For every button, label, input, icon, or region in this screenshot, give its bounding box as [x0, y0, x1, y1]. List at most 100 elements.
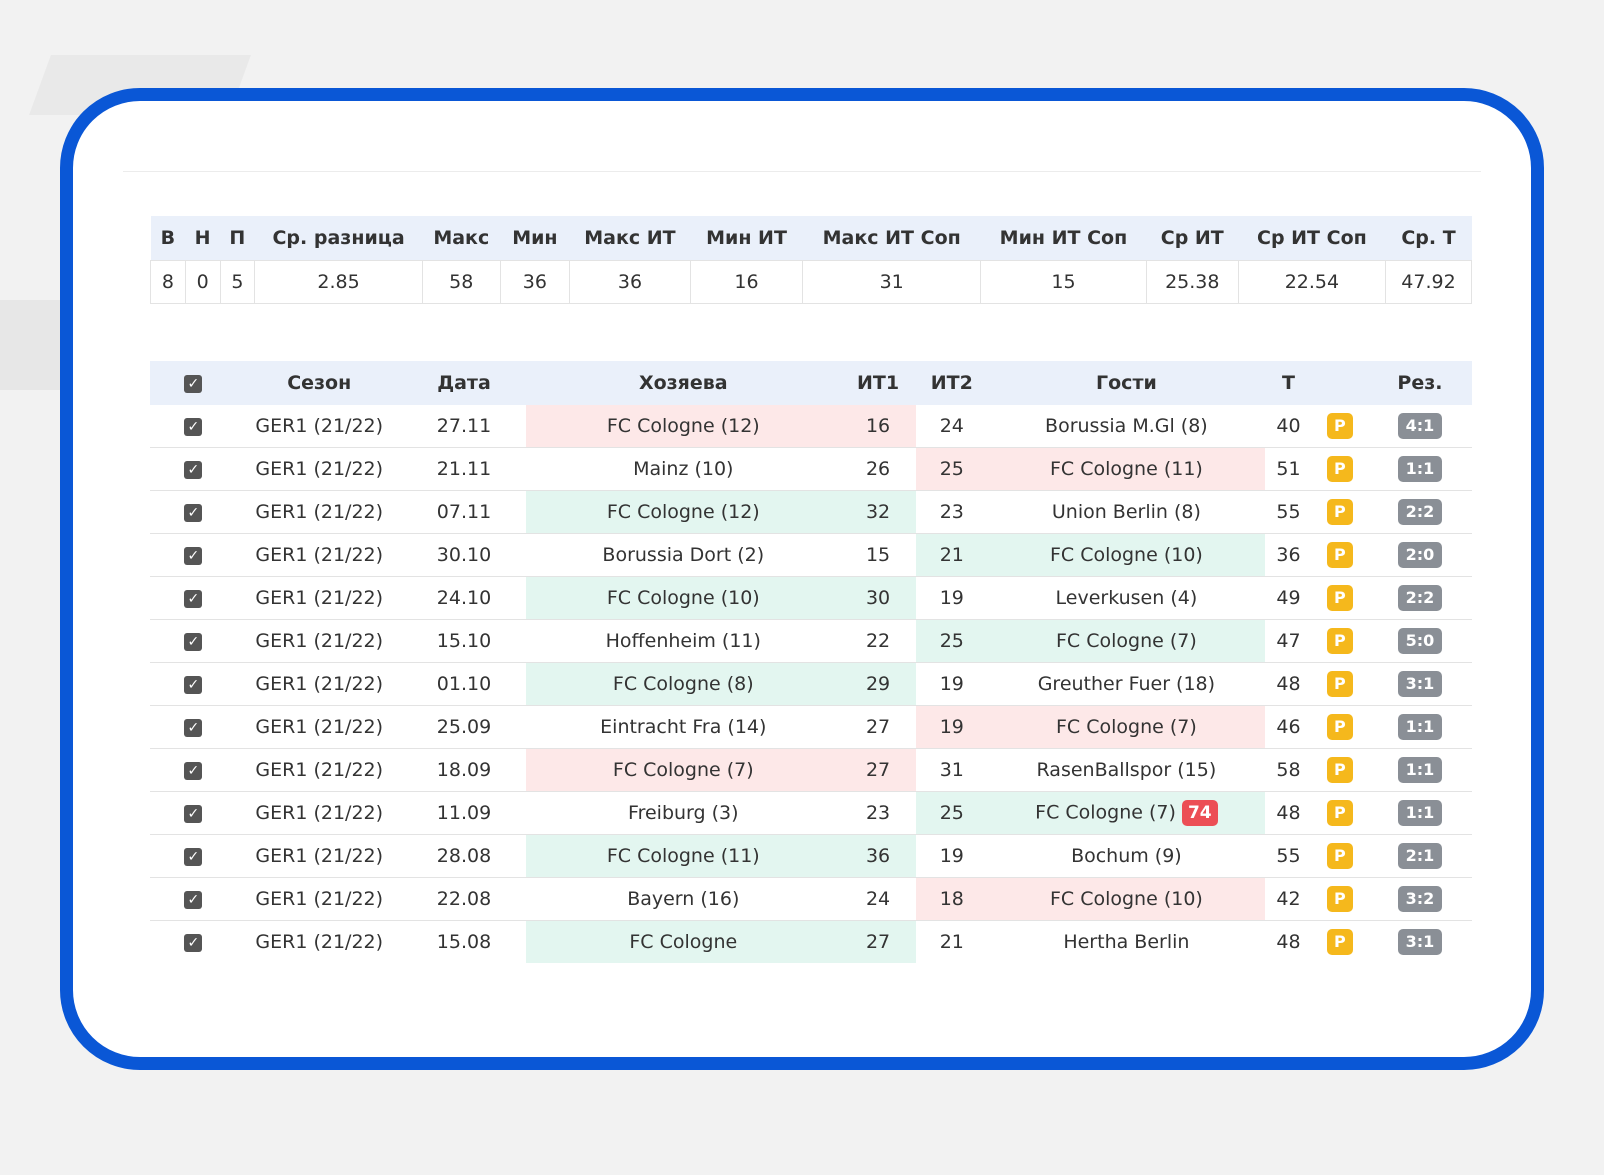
table-row[interactable]: ✓ GER1 (21/22) 27.11 FC Cologne (12) 16 24 Bor… — [150, 405, 1472, 448]
checkbox-checked-icon[interactable]: ✓ — [184, 718, 203, 737]
p-badge[interactable]: P — [1326, 628, 1353, 654]
result-cell: 1:1 — [1367, 705, 1472, 749]
p-cell: P — [1311, 791, 1368, 835]
it1-cell: 23 — [840, 791, 916, 835]
row-checkbox[interactable]: ✓ — [150, 533, 237, 577]
checkbox-checked-icon[interactable]: ✓ — [184, 460, 203, 479]
checkbox-checked-icon[interactable]: ✓ — [184, 546, 203, 565]
result-cell: 2:1 — [1367, 834, 1472, 878]
select-all-checkbox[interactable]: ✓ — [150, 361, 237, 405]
column-header-season[interactable]: Сезон — [236, 361, 402, 405]
total-cell: 55 — [1265, 834, 1312, 878]
column-header-away[interactable]: Гости — [987, 361, 1265, 405]
result-badge[interactable]: 2:2 — [1397, 585, 1442, 611]
row-checkbox[interactable]: ✓ — [150, 490, 237, 534]
row-checkbox[interactable]: ✓ — [150, 705, 237, 749]
p-badge[interactable]: P — [1326, 843, 1353, 869]
row-checkbox[interactable]: ✓ — [150, 748, 237, 792]
result-badge[interactable]: 3:1 — [1397, 929, 1442, 955]
p-badge[interactable]: P — [1326, 499, 1353, 525]
season-cell: GER1 (21/22) — [236, 619, 402, 663]
p-badge[interactable]: P — [1326, 671, 1353, 697]
row-checkbox[interactable]: ✓ — [150, 447, 237, 491]
table-row[interactable]: ✓ GER1 (21/22) 15.10 Hoffenheim (11) 22 25 FC … — [150, 619, 1472, 663]
row-checkbox[interactable]: ✓ — [150, 662, 237, 706]
table-row[interactable]: ✓ GER1 (21/22) 28.08 FC Cologne (11) 36 19 Boc… — [150, 834, 1472, 878]
row-checkbox[interactable]: ✓ — [150, 877, 237, 921]
date-cell: 15.10 — [401, 619, 527, 663]
season-cell: GER1 (21/22) — [236, 877, 402, 921]
result-badge[interactable]: 2:1 — [1397, 843, 1442, 869]
table-row[interactable]: ✓ GER1 (21/22) 25.09 Eintracht Fra (14) 27 19… — [150, 705, 1472, 749]
row-checkbox[interactable]: ✓ — [150, 791, 237, 835]
row-checkbox[interactable]: ✓ — [150, 576, 237, 620]
table-row[interactable]: ✓ GER1 (21/22) 24.10 FC Cologne (10) 30 19 Lev… — [150, 576, 1472, 620]
summary-header-cell: Макс ИТ Соп — [802, 216, 981, 261]
table-row[interactable]: ✓ GER1 (21/22) 18.09 FC Cologne (7) 27 31 Rase… — [150, 748, 1472, 792]
summary-value-cell: 22.54 — [1237, 260, 1387, 304]
checkbox-checked-icon[interactable]: ✓ — [184, 804, 203, 823]
season-cell: GER1 (21/22) — [236, 791, 402, 835]
column-header-date[interactable]: Дата — [401, 361, 527, 405]
result-badge[interactable]: 2:2 — [1397, 499, 1442, 525]
column-header-result[interactable]: Рез. — [1367, 361, 1472, 405]
p-badge[interactable]: P — [1326, 585, 1353, 611]
p-cell: P — [1312, 921, 1368, 964]
it2-cell: 31 — [915, 748, 988, 792]
checkbox-checked-icon[interactable]: ✓ — [184, 847, 203, 866]
p-badge[interactable]: P — [1326, 413, 1353, 439]
result-badge[interactable]: 3:1 — [1397, 671, 1442, 697]
table-row[interactable]: ✓ GER1 (21/22) 21.11 Mainz (10) 26 25 FC Colog… — [150, 447, 1472, 491]
row-checkbox[interactable]: ✓ — [150, 834, 237, 878]
row-checkbox[interactable]: ✓ — [150, 619, 237, 663]
checkbox-checked-icon[interactable]: ✓ — [184, 589, 203, 608]
checkbox-checked-icon[interactable]: ✓ — [184, 374, 203, 393]
date-cell: 27.11 — [401, 405, 527, 448]
checkbox-checked-icon[interactable]: ✓ — [184, 632, 203, 651]
column-header-it2[interactable]: ИТ2 — [915, 361, 988, 405]
table-row[interactable]: ✓ GER1 (21/22) 15.08 FC Cologne 27 21 Hertha B… — [150, 920, 1472, 964]
home-team-cell: Hoffenheim (11) — [526, 619, 841, 663]
result-badge[interactable]: 1:1 — [1397, 456, 1442, 482]
table-row[interactable]: ✓ GER1 (21/22) 22.08 Bayern (16) 24 18 FC Colo… — [150, 877, 1472, 921]
table-row[interactable]: ✓ GER1 (21/22) 11.09 Freiburg (3) 23 25 FC Col… — [150, 791, 1472, 835]
column-header-it1[interactable]: ИТ1 — [840, 361, 916, 405]
result-badge[interactable]: 1:1 — [1397, 800, 1442, 826]
result-cell: 1:1 — [1367, 447, 1472, 491]
p-badge[interactable]: P — [1326, 456, 1353, 482]
summary-header-cell: П — [220, 216, 255, 261]
result-badge[interactable]: 5:0 — [1397, 628, 1442, 654]
table-row[interactable]: ✓ GER1 (21/22) 01.10 FC Cologne (8) 29 19 Greu… — [150, 662, 1472, 706]
result-badge[interactable]: 2:0 — [1397, 542, 1442, 568]
row-checkbox[interactable]: ✓ — [150, 921, 237, 964]
p-badge[interactable]: P — [1326, 757, 1353, 783]
checkbox-checked-icon[interactable]: ✓ — [184, 503, 203, 522]
row-checkbox[interactable]: ✓ — [150, 405, 237, 448]
away-team-cell: FC Cologne (7) — [987, 705, 1265, 749]
column-header-total[interactable]: Т — [1265, 361, 1312, 405]
result-badge[interactable]: 4:1 — [1397, 413, 1442, 439]
summary-value-cell: 47.92 — [1385, 260, 1472, 304]
season-cell: GER1 (21/22) — [236, 533, 402, 577]
p-cell: P — [1311, 405, 1368, 448]
table-row[interactable]: ✓ GER1 (21/22) 07.11 FC Cologne (12) 32 23 Uni… — [150, 490, 1472, 534]
summary-value-cell: 8 — [150, 260, 186, 304]
checkbox-checked-icon[interactable]: ✓ — [184, 761, 203, 780]
it1-cell: 26 — [840, 447, 916, 491]
checkbox-checked-icon[interactable]: ✓ — [184, 417, 203, 436]
p-badge[interactable]: P — [1326, 886, 1353, 912]
p-cell: P — [1311, 834, 1368, 878]
p-badge[interactable]: P — [1326, 714, 1353, 740]
checkbox-checked-icon[interactable]: ✓ — [184, 675, 203, 694]
checkbox-checked-icon[interactable]: ✓ — [184, 933, 203, 952]
result-badge[interactable]: 3:2 — [1397, 886, 1442, 912]
total-cell: 55 — [1265, 490, 1312, 534]
column-header-home[interactable]: Хозяева — [526, 361, 841, 405]
p-badge[interactable]: P — [1326, 542, 1353, 568]
result-badge[interactable]: 1:1 — [1397, 714, 1442, 740]
checkbox-checked-icon[interactable]: ✓ — [184, 890, 203, 909]
p-badge[interactable]: P — [1326, 929, 1353, 955]
table-row[interactable]: ✓ GER1 (21/22) 30.10 Borussia Dort (2) 15 21 F… — [150, 533, 1472, 577]
p-badge[interactable]: P — [1326, 800, 1353, 826]
result-badge[interactable]: 1:1 — [1397, 757, 1442, 783]
